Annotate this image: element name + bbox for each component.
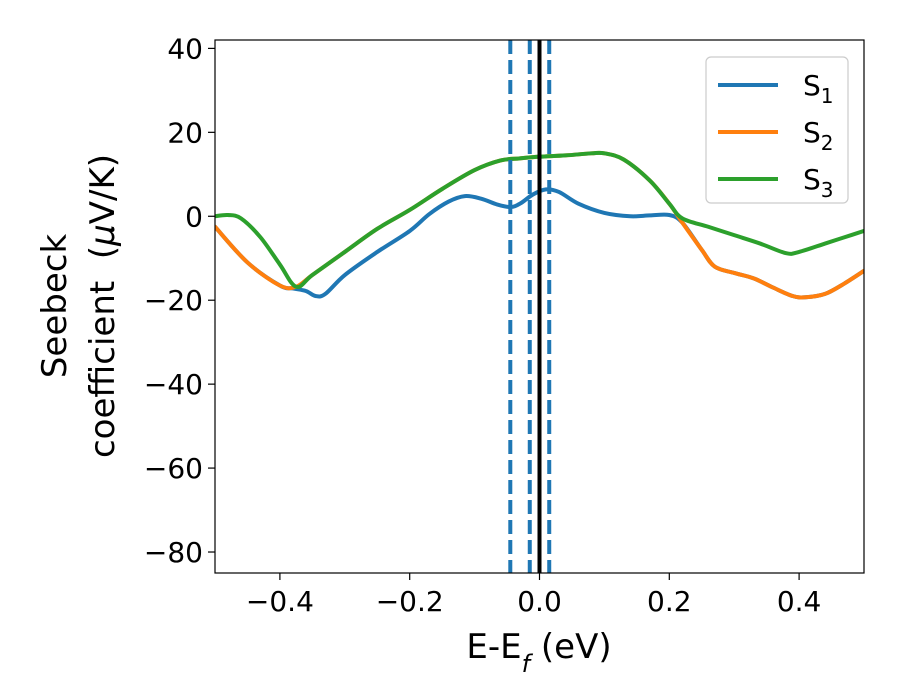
y-axis-label-line2: coefficient (μV/K) bbox=[83, 154, 123, 458]
reference-lines bbox=[508, 40, 552, 573]
x-axis-label: E-Ef (eV) bbox=[466, 627, 611, 678]
y-tick-label: −60 bbox=[144, 452, 203, 485]
x-axis-ticks: −0.4 −0.2 0.0 0.2 0.4 bbox=[246, 573, 821, 618]
y-tick-label: −40 bbox=[144, 368, 203, 401]
x-tick-label: 0.0 bbox=[517, 585, 562, 618]
y-tick-label: −20 bbox=[144, 284, 203, 317]
series-line-s3 bbox=[215, 150, 864, 289]
y-axis-ticks: 40 20 0 −20 −40 −60 −80 bbox=[144, 32, 215, 569]
y-tick-label: 0 bbox=[185, 200, 203, 233]
x-tick-label: 0.4 bbox=[777, 585, 822, 618]
legend-label-s1: S1 bbox=[803, 69, 834, 108]
x-tick-label: 0.2 bbox=[647, 585, 692, 618]
x-tick-label: −0.2 bbox=[376, 585, 444, 618]
legend: S1 S2 S3 bbox=[705, 56, 849, 204]
y-tick-label: 40 bbox=[167, 32, 203, 65]
y-axis-label: Seebeck coefficient (μV/K) bbox=[35, 154, 123, 458]
x-tick-label: −0.4 bbox=[246, 585, 314, 618]
legend-label-s2: S2 bbox=[803, 116, 834, 155]
y-tick-label: 20 bbox=[167, 116, 203, 149]
y-axis-label-line1: Seebeck bbox=[35, 234, 75, 379]
legend-label-s3: S3 bbox=[803, 163, 834, 202]
y-tick-label: −80 bbox=[144, 536, 203, 569]
